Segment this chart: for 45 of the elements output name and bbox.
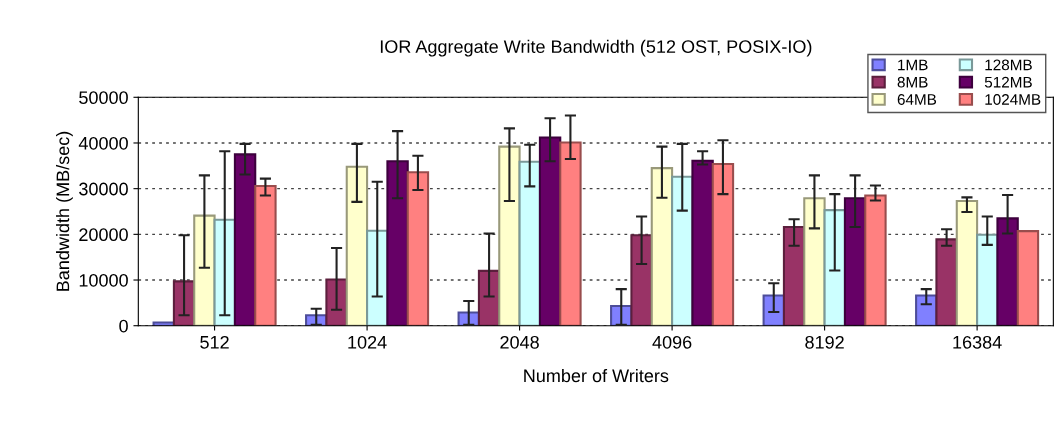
bar <box>406 171 430 326</box>
bar <box>976 233 999 326</box>
x-tick-label: 4096 <box>652 335 692 349</box>
bar <box>498 145 521 326</box>
bar <box>386 160 409 326</box>
y-tick-label: 20000 <box>79 228 128 242</box>
bar <box>538 136 562 326</box>
y-axis-title: Bandwidth (MB/sec) <box>56 131 73 291</box>
bar <box>345 165 369 326</box>
x-axis-title: Number of Writers <box>524 368 669 383</box>
bar <box>650 167 674 326</box>
y-tick-label: 0 <box>119 319 128 333</box>
bar <box>233 153 257 326</box>
x-tick-label: 16384 <box>953 335 1002 349</box>
bar <box>518 160 541 326</box>
bar <box>843 197 867 326</box>
bar <box>996 217 1019 326</box>
bar <box>671 175 694 326</box>
bar <box>630 234 653 326</box>
legend-label: 1MB <box>898 59 928 71</box>
bar <box>955 199 979 326</box>
legend-label: 64MB <box>897 94 937 105</box>
bar <box>1016 230 1040 326</box>
y-tick-label: 50000 <box>79 91 128 105</box>
x-tick-label: 1024 <box>348 335 387 349</box>
x-tick-label: 512 <box>200 335 229 349</box>
legend-label: 128MB <box>985 59 1032 71</box>
bar <box>935 238 958 326</box>
bar <box>864 194 887 326</box>
x-tick-label: 8192 <box>805 335 844 349</box>
legend-label: 1024MB <box>985 94 1041 105</box>
chart-title: IOR Aggregate Write Bandwidth (512 OST, POSIX-IO) <box>380 39 812 57</box>
y-tick-label: 10000 <box>79 273 128 287</box>
bar <box>782 225 806 326</box>
y-tick-label: 40000 <box>78 136 128 150</box>
x-tick-label: 2048 <box>500 335 539 349</box>
bar <box>254 184 277 326</box>
bar <box>193 214 216 326</box>
bar <box>691 159 714 326</box>
bar <box>711 162 735 326</box>
legend-label: 512MB <box>984 76 1032 88</box>
y-tick-label: 30000 <box>79 182 128 196</box>
bar <box>559 141 582 326</box>
legend-label: 8MB <box>897 76 928 88</box>
bar <box>803 197 826 326</box>
